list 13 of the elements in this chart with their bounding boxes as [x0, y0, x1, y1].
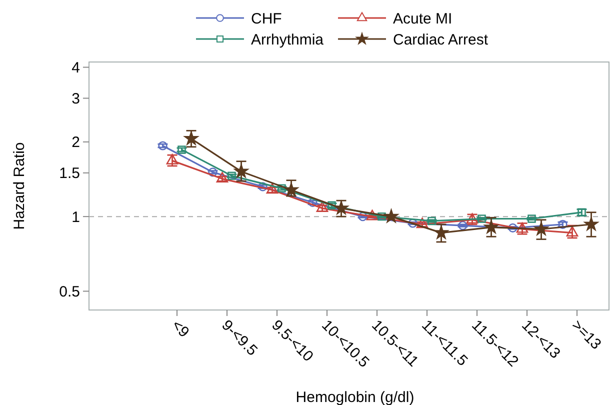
y-tick-label: 2	[72, 134, 80, 152]
y-tick-label: 0.5	[59, 283, 80, 300]
y-tick-label: 3	[72, 90, 80, 108]
legend-label: Cardiac Arrest	[393, 31, 489, 48]
y-tick-label: 4	[72, 60, 80, 77]
x-tick-label: <9	[168, 316, 192, 341]
legend-label: Arrhythmia	[251, 31, 324, 48]
y-axis-title: Hazard Ratio	[11, 142, 28, 230]
y-tick-label: 1	[72, 208, 80, 226]
legend-label: Acute MI	[393, 10, 452, 28]
x-axis-title: Hemoglobin (g/dl)	[296, 389, 414, 405]
y-tick-label: 1.5	[59, 165, 80, 182]
legend-label: CHF	[251, 10, 282, 28]
